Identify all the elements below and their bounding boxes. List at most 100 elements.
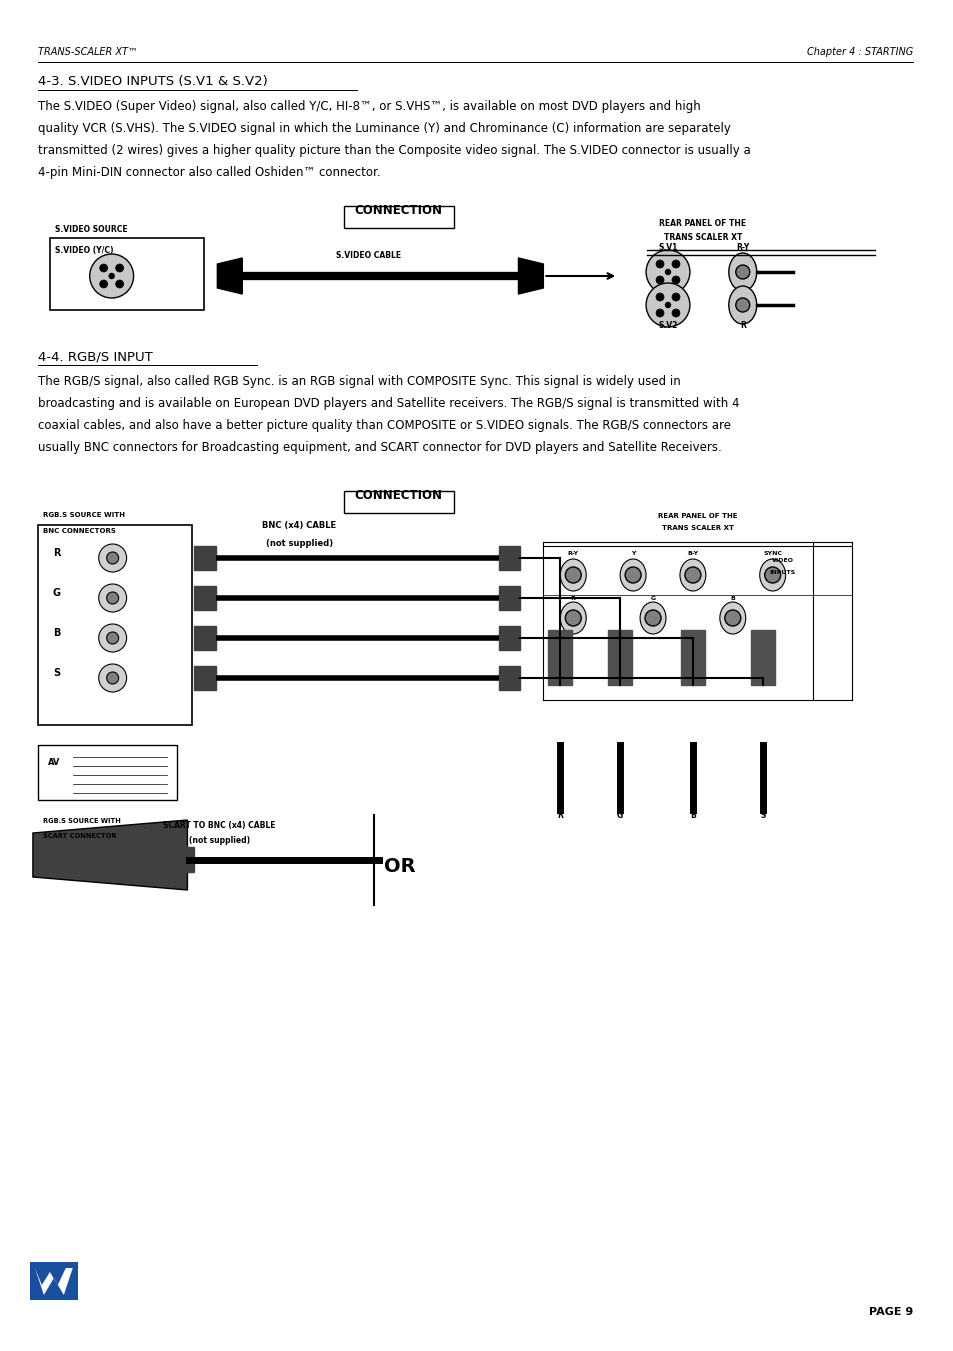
- Text: Chapter 4 : STARTING: Chapter 4 : STARTING: [806, 47, 912, 57]
- Circle shape: [98, 584, 127, 612]
- Ellipse shape: [759, 559, 785, 590]
- Circle shape: [107, 671, 118, 684]
- Polygon shape: [517, 258, 543, 295]
- Circle shape: [671, 276, 679, 284]
- Text: R: R: [557, 811, 562, 820]
- Bar: [344, 490, 454, 513]
- Text: REAR PANEL OF THE: REAR PANEL OF THE: [659, 219, 745, 228]
- Bar: [50, 238, 204, 309]
- Bar: [194, 586, 216, 611]
- Text: G: G: [650, 596, 655, 601]
- Text: coaxial cables, and also have a better picture quality than COMPOSITE or S.VIDEO: coaxial cables, and also have a better p…: [38, 419, 730, 432]
- Text: B: B: [689, 811, 695, 820]
- Text: SCART TO BNC (x4) CABLE: SCART TO BNC (x4) CABLE: [163, 821, 275, 830]
- Polygon shape: [32, 820, 187, 890]
- Text: B: B: [52, 628, 60, 638]
- Circle shape: [565, 567, 580, 584]
- Circle shape: [90, 254, 133, 299]
- Text: S.V2: S.V2: [658, 322, 677, 330]
- Circle shape: [665, 269, 670, 274]
- Text: The RGB/S signal, also called RGB Sync. is an RGB signal with COMPOSITE Sync. Th: The RGB/S signal, also called RGB Sync. …: [38, 376, 679, 388]
- Text: R: R: [570, 596, 575, 601]
- Text: SCART CONNECTOR: SCART CONNECTOR: [43, 834, 116, 839]
- Text: BNC (x4) CABLE: BNC (x4) CABLE: [262, 521, 335, 530]
- Circle shape: [671, 293, 679, 301]
- Text: The S.VIDEO (Super Video) signal, also called Y/C, HI-8™, or S.VHS™, is availabl: The S.VIDEO (Super Video) signal, also c…: [38, 100, 700, 113]
- Text: usually BNC connectors for Broadcasting equipment, and SCART connector for DVD p: usually BNC connectors for Broadcasting …: [38, 440, 720, 454]
- Circle shape: [98, 624, 127, 653]
- Text: R-Y: R-Y: [736, 243, 749, 253]
- Circle shape: [656, 276, 663, 284]
- Bar: [498, 586, 520, 611]
- Text: R: R: [740, 322, 745, 330]
- Bar: [498, 546, 520, 570]
- Text: broadcasting and is available on European DVD players and Satellite receivers. T: broadcasting and is available on Europea…: [38, 397, 739, 409]
- Bar: [194, 626, 216, 650]
- Circle shape: [656, 293, 663, 301]
- Text: OR: OR: [383, 857, 416, 875]
- Text: S.V1: S.V1: [658, 243, 677, 253]
- Text: TRANS SCALER XT: TRANS SCALER XT: [661, 526, 733, 531]
- Ellipse shape: [728, 286, 756, 324]
- Bar: [194, 666, 216, 690]
- Ellipse shape: [559, 559, 586, 590]
- Circle shape: [764, 567, 780, 584]
- Bar: [344, 205, 454, 228]
- Text: SYNC: SYNC: [762, 551, 781, 557]
- Ellipse shape: [728, 253, 756, 290]
- Circle shape: [684, 567, 700, 584]
- Text: INPUTS: INPUTS: [769, 570, 795, 576]
- Circle shape: [109, 273, 114, 278]
- Text: S.VIDEO (Y/C): S.VIDEO (Y/C): [54, 246, 113, 255]
- Bar: [750, 630, 774, 685]
- Circle shape: [735, 265, 749, 280]
- Text: REAR PANEL OF THE: REAR PANEL OF THE: [658, 513, 737, 519]
- Text: B: B: [730, 596, 735, 601]
- Text: G: G: [617, 811, 622, 820]
- Circle shape: [115, 263, 124, 272]
- Circle shape: [100, 263, 108, 272]
- Text: S: S: [760, 811, 764, 820]
- Circle shape: [115, 280, 124, 288]
- Circle shape: [624, 567, 640, 584]
- Circle shape: [107, 592, 118, 604]
- Bar: [194, 546, 216, 570]
- Text: B-Y: B-Y: [687, 551, 698, 557]
- Circle shape: [665, 303, 670, 308]
- Polygon shape: [217, 258, 242, 295]
- Text: 4-3. S.VIDEO INPUTS (S.V1 & S.V2): 4-3. S.VIDEO INPUTS (S.V1 & S.V2): [38, 76, 268, 88]
- Bar: [608, 630, 632, 685]
- Text: RGB.S SOURCE WITH: RGB.S SOURCE WITH: [43, 817, 121, 824]
- Circle shape: [98, 663, 127, 692]
- Ellipse shape: [720, 603, 745, 634]
- Text: 4-pin Mini-DIN connector also called Oshiden™ connector.: 4-pin Mini-DIN connector also called Osh…: [38, 166, 380, 178]
- Text: (not supplied): (not supplied): [265, 539, 333, 549]
- Ellipse shape: [619, 559, 645, 590]
- Circle shape: [644, 611, 660, 626]
- Text: S.VIDEO CABLE: S.VIDEO CABLE: [336, 251, 401, 259]
- Circle shape: [98, 544, 127, 571]
- Circle shape: [645, 250, 689, 295]
- Text: G: G: [52, 588, 61, 598]
- Ellipse shape: [679, 559, 705, 590]
- Ellipse shape: [639, 603, 665, 634]
- Bar: [38, 526, 193, 725]
- Text: CONNECTION: CONNECTION: [355, 489, 442, 503]
- Bar: [159, 847, 194, 871]
- Text: TRANS SCALER XT: TRANS SCALER XT: [663, 232, 741, 242]
- Text: S: S: [52, 667, 60, 678]
- Bar: [30, 1262, 78, 1300]
- Text: CONNECTION: CONNECTION: [355, 204, 442, 218]
- Text: TRANS-SCALER XT™: TRANS-SCALER XT™: [38, 47, 137, 57]
- Text: R-Y: R-Y: [567, 551, 578, 557]
- Bar: [38, 744, 177, 800]
- Text: R: R: [52, 549, 60, 558]
- Polygon shape: [35, 1269, 72, 1296]
- Text: VIDEO: VIDEO: [771, 558, 793, 563]
- Text: (not supplied): (not supplied): [189, 836, 250, 844]
- Bar: [548, 630, 572, 685]
- Circle shape: [100, 280, 108, 288]
- Bar: [498, 626, 520, 650]
- Circle shape: [656, 309, 663, 317]
- Bar: [498, 666, 520, 690]
